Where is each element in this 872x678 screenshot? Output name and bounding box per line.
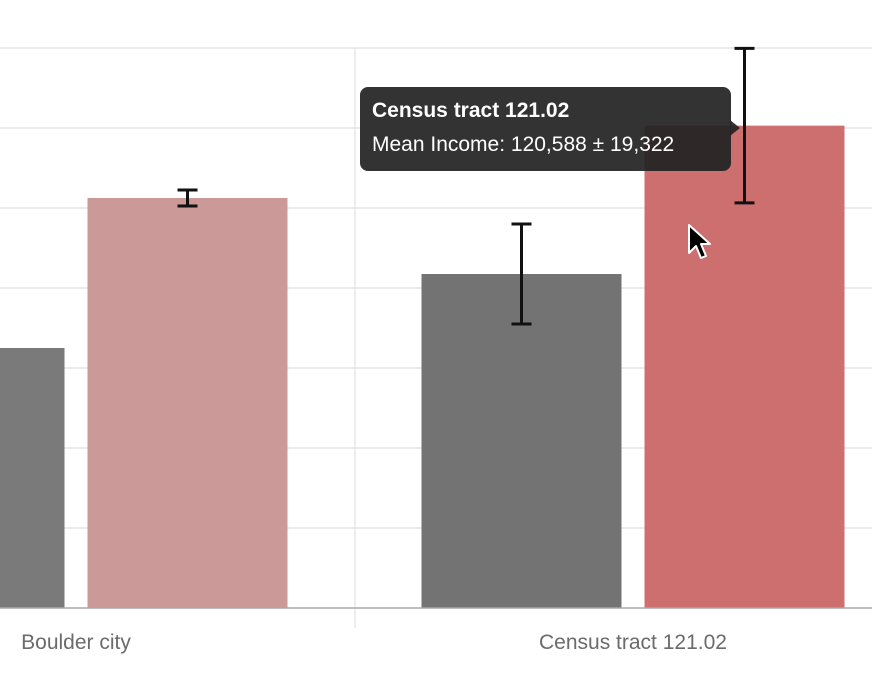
tooltip-arrow [730, 120, 740, 136]
tooltip-value: Mean Income: 120,588 ± 19,322 [372, 133, 675, 156]
bar-series2-cat1[interactable] [87, 198, 288, 608]
bars [0, 46, 845, 608]
error-bar-series2-cat2 [734, 46, 755, 205]
tooltip: Census tract 121.02 Mean Income: 120,588… [360, 87, 731, 171]
bar-series1-cat2[interactable] [421, 274, 622, 608]
error-bar-series1-cat2 [511, 222, 532, 326]
error-bar-series2-cat1 [177, 188, 198, 208]
bar-series2-cat2[interactable] [644, 125, 845, 608]
bar-series1-cat1[interactable] [0, 348, 65, 608]
tooltip-title: Census tract 121.02 [372, 99, 570, 122]
x-tick-label-boulder-city: Boulder city [21, 631, 131, 654]
mouse-pointer-icon [688, 224, 711, 259]
x-tick-label-census-tract: Census tract 121.02 [539, 631, 727, 654]
